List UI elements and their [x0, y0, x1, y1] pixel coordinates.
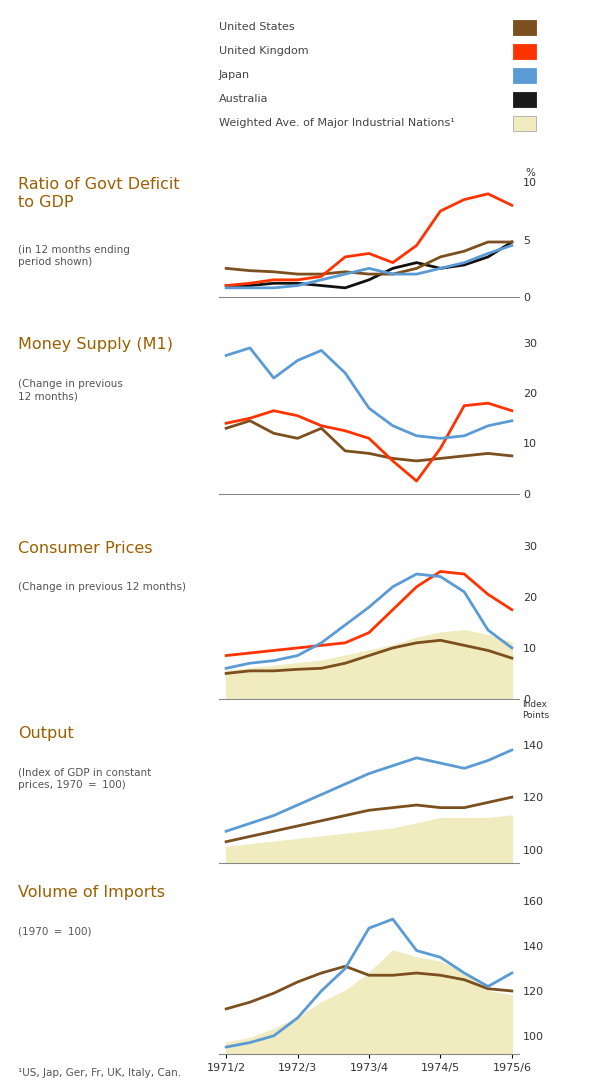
- Text: (Index of GDP in constant
prices, 1970  =  100): (Index of GDP in constant prices, 1970 =…: [18, 768, 151, 791]
- Text: United Kingdom: United Kingdom: [219, 46, 308, 57]
- Text: Money Supply (M1): Money Supply (M1): [18, 337, 173, 353]
- Text: Australia: Australia: [219, 94, 269, 105]
- Text: Volume of Imports: Volume of Imports: [18, 885, 165, 900]
- Text: ¹US, Jap, Ger, Fr, UK, Italy, Can.: ¹US, Jap, Ger, Fr, UK, Italy, Can.: [18, 1068, 181, 1078]
- Text: Ratio of Govt Deficit
to GDP: Ratio of Govt Deficit to GDP: [18, 177, 179, 210]
- Text: (Change in previous 12 months): (Change in previous 12 months): [18, 582, 186, 592]
- Text: %: %: [525, 168, 535, 178]
- Text: (in 12 months ending
period shown): (in 12 months ending period shown): [18, 245, 130, 268]
- Text: Weighted Ave. of Major Industrial Nations¹: Weighted Ave. of Major Industrial Nation…: [219, 118, 455, 129]
- Text: (1970  =  100): (1970 = 100): [18, 926, 91, 936]
- Text: Japan: Japan: [219, 70, 250, 81]
- Text: Index
Points: Index Points: [522, 700, 549, 720]
- Text: United States: United States: [219, 22, 295, 33]
- Text: (Change in previous
12 months): (Change in previous 12 months): [18, 379, 123, 402]
- Text: Consumer Prices: Consumer Prices: [18, 541, 152, 556]
- Text: Output: Output: [18, 726, 74, 741]
